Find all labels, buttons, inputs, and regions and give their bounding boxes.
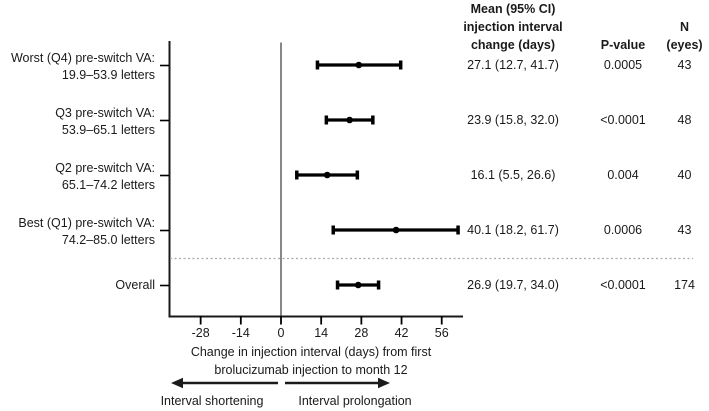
mean-ci-cell: 26.9 (19.7, 34.0) [467,278,559,292]
pvalue-cell: 0.004 [607,168,639,182]
x-axis-tick-label: 42 [394,326,409,340]
mean-marker [355,61,363,69]
n-header-line-1: N [679,20,690,34]
x-axis-title-line-2: brolucizumab injection to month 12 [214,363,408,377]
x-axis-tick-label: 14 [314,326,329,340]
pvalue-column-header: P-value [600,38,646,52]
mean-ci-cell: 40.1 (18.2, 61.7) [467,223,559,237]
row-label-line: Best (Q1) pre-switch VA: [18,216,155,230]
n-cell: 174 [674,278,695,292]
mean-marker [392,226,400,234]
mean-header-line-3: change (days) [470,38,556,52]
pvalue-cell: 0.0005 [603,58,643,72]
x-axis-title-line-1: Change in injection interval (days) from… [190,345,432,359]
row-label-line: Overall [115,278,155,292]
pvalue-cell: <0.0001 [600,278,646,292]
mean-marker [323,171,331,179]
x-axis-tick-label: 56 [434,326,449,340]
mean-header-line-1: Mean (95% CI) [470,2,556,16]
pvalue-cell: <0.0001 [600,113,646,127]
row-label: Best (Q1) pre-switch VA: 74.2–85.0 letter… [0,215,155,249]
interval-prolongation-arrow [285,377,390,389]
n-cell: 43 [677,223,692,237]
row-label-line: 53.9–65.1 letters [61,123,155,137]
mean-ci-cell: 23.9 (15.8, 32.0) [467,113,559,127]
row-label-line: 65.1–74.2 letters [61,178,155,192]
mean-marker [354,281,362,289]
n-header-line-2: (eyes) [666,38,703,52]
x-axis-tick-label: 28 [354,326,369,340]
row-label: Overall [0,277,155,294]
interval-prolongation-label: Interval prolongation [298,394,412,408]
n-cell: 48 [677,113,692,127]
mean-ci-cell: 16.1 (5.5, 26.6) [470,168,556,182]
row-label: Q3 pre-switch VA: 53.9–65.1 letters [0,105,155,139]
x-axis-tick-label: 0 [277,326,285,340]
n-column-header: N (eyes) [660,18,709,54]
mean-column-header: Mean (95% CI) injection interval change … [443,0,583,54]
pvalue-cell: 0.0006 [603,223,643,237]
mean-header-line-2: injection interval [463,20,563,34]
row-label: Q2 pre-switch VA: 65.1–74.2 letters [0,160,155,194]
n-cell: 40 [677,168,692,182]
x-axis-tick-label: -14 [231,326,250,340]
row-label-line: Q3 pre-switch VA: [55,106,155,120]
x-axis-tick-label: -28 [191,326,210,340]
row-label-line: 19.9–53.9 letters [61,68,155,82]
row-label-line: Worst (Q4) pre-switch VA: [10,51,155,65]
interval-shortening-arrow [171,377,278,389]
interval-shortening-label: Interval shortening [160,394,264,408]
mean-marker [346,116,353,124]
mean-ci-cell: 27.1 (12.7, 41.7) [467,58,559,72]
n-cell: 43 [677,58,692,72]
row-label: Worst (Q4) pre-switch VA: 19.9–53.9 lette… [0,50,155,84]
x-axis-title: Change in injection interval (days) from… [161,343,461,379]
row-label-line: 74.2–85.0 letters [61,233,155,247]
row-label-line: Q2 pre-switch VA: [55,161,155,175]
